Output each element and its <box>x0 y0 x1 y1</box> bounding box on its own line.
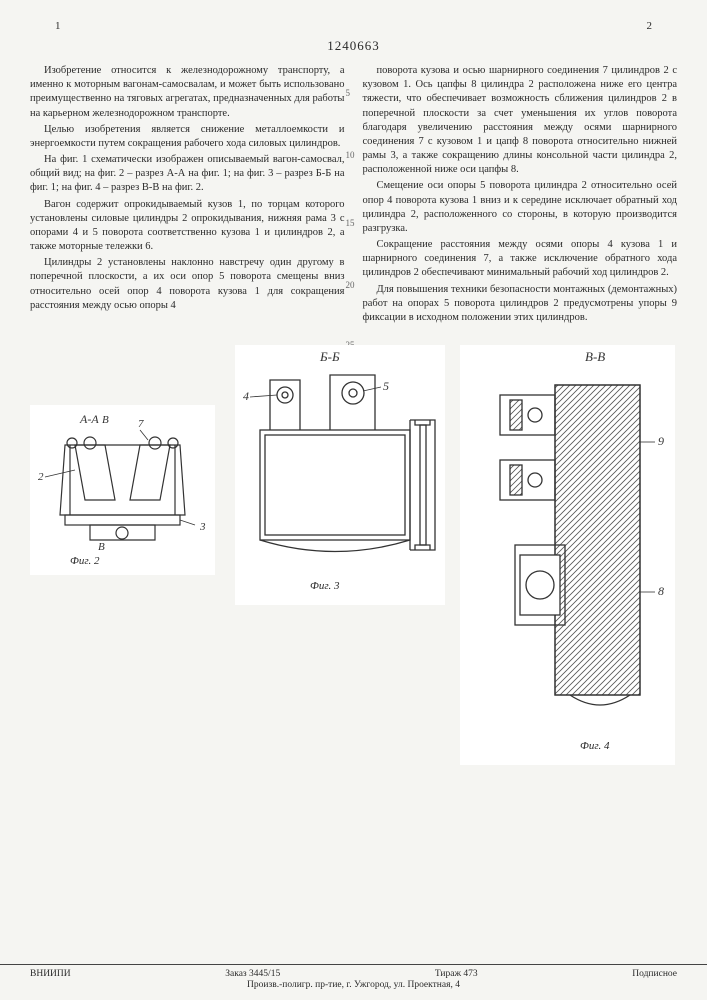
svg-text:В-В: В-В <box>585 349 605 364</box>
right-column: поворота кузова и осью шарнирного соедин… <box>363 64 678 327</box>
paragraph: Сокращение расстояния между осями опоры … <box>363 238 678 281</box>
svg-text:В: В <box>98 541 105 553</box>
svg-text:Б-Б: Б-Б <box>319 349 340 364</box>
figure-2-svg: А-А 2 7 3 В В <box>30 405 215 555</box>
svg-text:8: 8 <box>658 584 664 598</box>
page-num-left: 1 <box>55 20 61 32</box>
figure-3-label: Фиг. 3 <box>310 580 340 592</box>
svg-text:7: 7 <box>138 418 144 430</box>
paragraph: Смещение оси опоры 5 поворота цилиндра 2… <box>363 179 678 236</box>
figure-2: А-А 2 7 3 В В Фиг. 2 <box>30 405 215 575</box>
paragraph: На фиг. 1 схематически изображен описыва… <box>30 153 345 196</box>
figure-4-svg: В-В 9 8 <box>460 345 675 740</box>
figure-4: В-В 9 8 Фиг. 4 <box>460 345 675 765</box>
footer-org: ВНИИПИ <box>30 969 71 979</box>
document-number: 1240663 <box>30 38 677 54</box>
left-column: Изобретение относится к железнодорожному… <box>30 64 345 327</box>
paragraph: поворота кузова и осью шарнирного соедин… <box>363 64 678 177</box>
footer-row-1: ВНИИПИ Заказ 3445/15 Тираж 473 Подписное <box>30 969 677 979</box>
line-number: 5 <box>346 88 351 98</box>
paragraph: Цилиндры 2 установлены наклонно навстреч… <box>30 256 345 313</box>
footer: ВНИИПИ Заказ 3445/15 Тираж 473 Подписное… <box>0 964 707 990</box>
page: 1 2 1240663 5 10 15 20 25 30 Изобретение… <box>0 0 707 1000</box>
footer-row-2: Произв.-полигр. пр-тие, г. Ужгород, ул. … <box>30 980 677 990</box>
paragraph: Вагон содержит опрокидываемый кузов 1, п… <box>30 198 345 255</box>
line-number: 20 <box>346 280 355 290</box>
svg-text:В: В <box>102 414 109 426</box>
svg-text:А-А: А-А <box>79 412 99 426</box>
svg-text:3: 3 <box>199 521 206 533</box>
svg-text:4: 4 <box>243 389 249 403</box>
svg-text:5: 5 <box>383 379 389 393</box>
figures-area: А-А 2 7 3 В В Фиг. 2 <box>30 345 677 775</box>
svg-text:9: 9 <box>658 434 664 448</box>
paragraph: Целью изобретения является снижение мета… <box>30 123 345 151</box>
figure-3: Б-Б 4 5 Фиг. 3 <box>235 345 445 605</box>
paragraph: Для повышения техники безопасности монта… <box>363 283 678 326</box>
figure-2-label: Фиг. 2 <box>70 555 100 567</box>
header-row: 1 2 <box>30 20 677 32</box>
line-number: 10 <box>346 150 355 160</box>
figure-3-svg: Б-Б 4 5 <box>235 345 445 580</box>
footer-sign: Подписное <box>632 969 677 979</box>
footer-order: Заказ 3445/15 <box>225 969 280 979</box>
figure-4-label: Фиг. 4 <box>580 740 610 752</box>
svg-text:2: 2 <box>38 471 44 483</box>
footer-tirazh: Тираж 473 <box>435 969 478 979</box>
line-number: 15 <box>346 218 355 228</box>
page-num-right: 2 <box>647 20 653 32</box>
paragraph: Изобретение относится к железнодорожному… <box>30 64 345 121</box>
